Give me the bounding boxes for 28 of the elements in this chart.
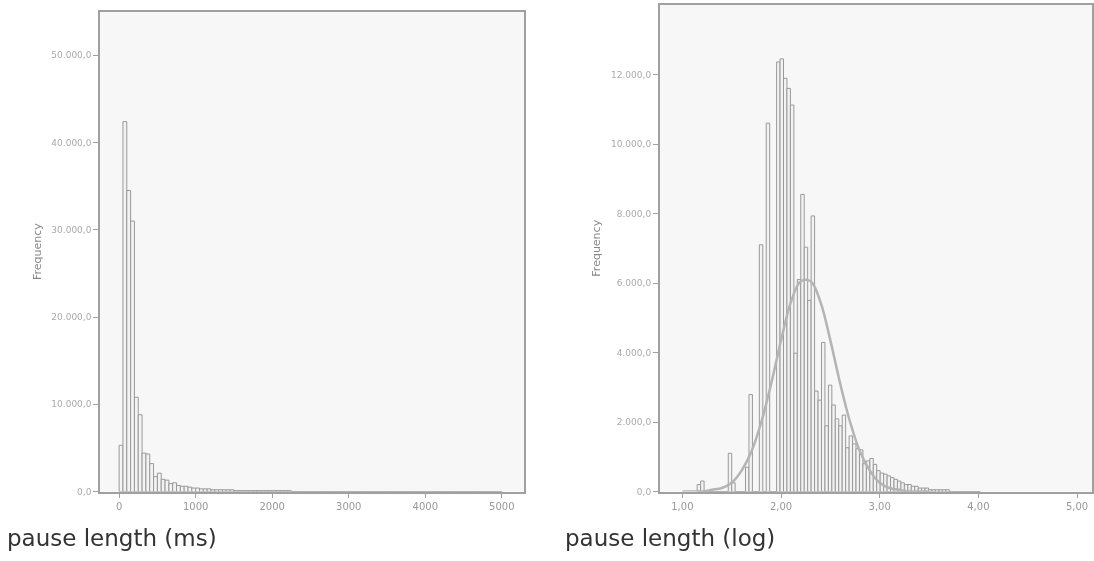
y-tick-label: 50.000,0 — [51, 50, 92, 61]
y-tick-label: 20.000,0 — [51, 312, 92, 323]
y-axis-title: Frequency — [30, 222, 44, 280]
y-tick-label: 10.000,0 — [611, 139, 652, 150]
x-tick-label: 4,00 — [967, 501, 990, 513]
y-tick-label: 30.000,0 — [51, 224, 92, 235]
y-axis-title: Frequency — [590, 219, 604, 277]
x-tick-label: 5,00 — [1065, 501, 1089, 513]
x-tick-label: 2000 — [259, 501, 285, 513]
y-tick-label: 2.000,0 — [616, 417, 652, 428]
x-tick-label: 0 — [115, 501, 123, 513]
y-tick-label: 10.000,0 — [51, 399, 92, 410]
x-tick-label: 3,00 — [868, 501, 891, 513]
y-tick-label: 12.000,0 — [611, 69, 652, 80]
x-tick-label: 1000 — [182, 501, 209, 513]
x-axis-title: pause length (log) — [565, 525, 776, 551]
x-tick-label: 3000 — [336, 501, 362, 513]
y-tick-label: 4.000,0 — [616, 347, 652, 358]
y-tick-label: 6.000,0 — [616, 278, 652, 289]
y-tick-label: 0,0 — [77, 486, 92, 497]
y-tick-label: 8.000,0 — [616, 208, 652, 219]
x-tick-label: 4000 — [412, 501, 439, 513]
y-tick-label: 40.000,0 — [51, 137, 92, 148]
x-axis-title: pause length (ms) — [7, 525, 217, 551]
x-tick-label: 1,00 — [671, 501, 694, 513]
x-tick-label: 5000 — [489, 501, 515, 513]
y-tick-label: 0,0 — [636, 486, 652, 497]
x-tick-label: 2,00 — [769, 501, 793, 513]
